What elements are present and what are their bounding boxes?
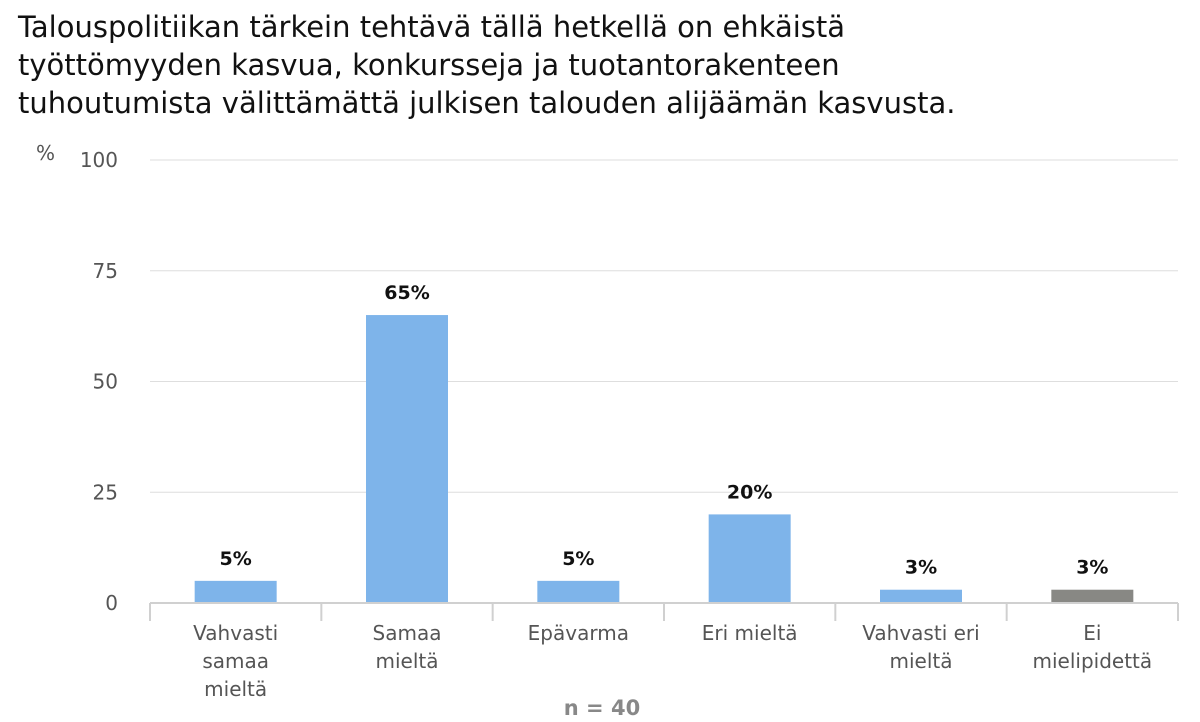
chart-title: Talouspolitiikan tärkein tehtävä tällä h…	[18, 10, 956, 120]
y-axis-unit-label: %	[36, 141, 55, 165]
category-label-line: mielipidettä	[1033, 649, 1153, 673]
bar	[880, 589, 962, 603]
data-label: 3%	[905, 557, 937, 579]
gridlines	[150, 159, 1178, 493]
bar	[194, 580, 277, 603]
y-tick-label: 75	[93, 259, 118, 283]
category-label: Epävarma	[528, 621, 629, 645]
y-tick-label: 0	[105, 591, 118, 615]
data-label: 65%	[384, 282, 429, 304]
data-label: 5%	[220, 548, 252, 570]
y-tick-label: 25	[93, 480, 118, 504]
category-label-line: Epävarma	[528, 621, 629, 645]
category-label: Samaa mieltä	[373, 621, 442, 673]
category-label-line: mieltä	[890, 649, 953, 673]
category-label: Ei mielipidettä	[1033, 621, 1153, 673]
category-labels: Vahvasti samaa mieltä Samaa mieltä Epävarma Er…	[193, 621, 1152, 701]
sample-size-note: n = 40	[564, 696, 640, 720]
category-label-line: mieltä	[204, 677, 267, 701]
y-tick-label: 50	[93, 370, 118, 394]
category-label-line: Vahvasti	[193, 621, 278, 645]
y-tick-labels: 0 25 50 75 100	[80, 148, 118, 615]
category-label-line: Samaa	[373, 621, 442, 645]
bars	[194, 315, 1134, 603]
x-axis-ticks	[149, 603, 1179, 621]
category-label-line: Vahvasti eri	[862, 621, 979, 645]
bar	[1051, 589, 1134, 603]
category-label: Vahvasti samaa mieltä	[193, 621, 278, 701]
data-label: 3%	[1076, 557, 1108, 579]
category-label-line: samaa	[202, 649, 269, 673]
bar	[708, 514, 791, 603]
category-label-line: Eri mieltä	[702, 621, 798, 645]
bar	[537, 580, 620, 603]
y-tick-label: 100	[80, 148, 118, 172]
category-label-line: mieltä	[376, 649, 439, 673]
data-labels: 5% 65% 5% 20% 3% 3%	[220, 282, 1109, 579]
data-label: 20%	[727, 481, 772, 503]
data-label: 5%	[562, 548, 594, 570]
category-label-line: Ei	[1083, 621, 1101, 645]
category-label: Vahvasti eri mieltä	[862, 621, 979, 673]
bar	[366, 315, 448, 603]
category-label: Eri mieltä	[702, 621, 798, 645]
